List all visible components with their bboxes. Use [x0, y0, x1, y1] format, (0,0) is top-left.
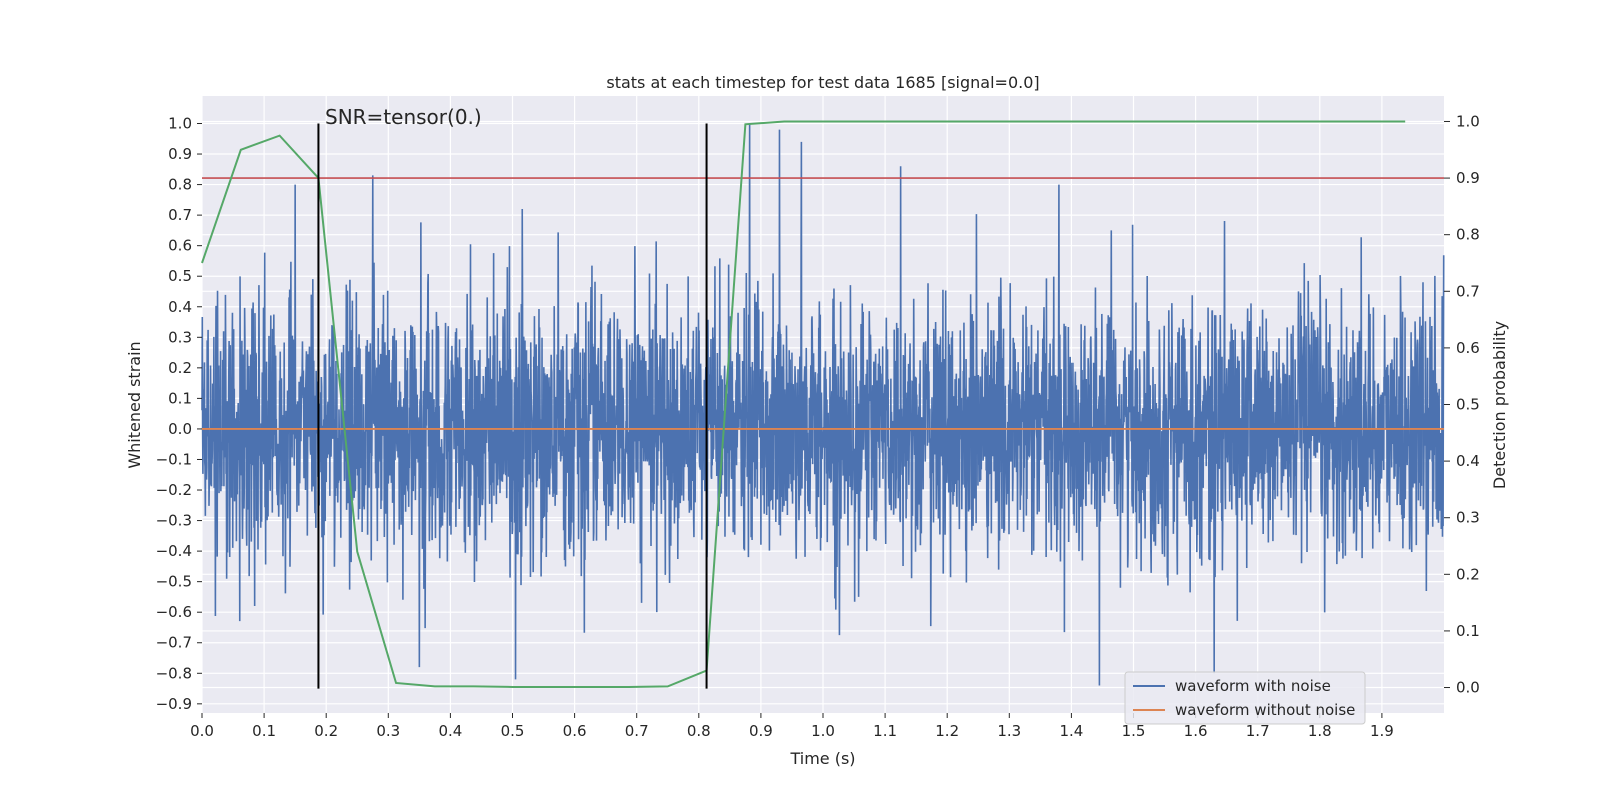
y-tick-label: −0.7 — [156, 634, 192, 652]
x-tick-label: 1.9 — [1370, 722, 1394, 740]
y-tick-label: 0.2 — [168, 359, 192, 377]
y-tick-label: 0.7 — [168, 206, 192, 224]
x-tick-label: 1.5 — [1122, 722, 1146, 740]
plot-lines — [201, 120, 1445, 689]
y-tick-label: 0.3 — [168, 328, 192, 346]
y2-tick-label: 0.1 — [1456, 622, 1480, 640]
series-waveform-with-noise — [201, 123, 1445, 686]
x-tick-label: 1.3 — [997, 722, 1021, 740]
y-axis-ticks: −0.9 −0.8 −0.7 −0.6 −0.5 −0.4 −0.3 −0.2 −0.1 0.0 0… — [156, 114, 202, 713]
y-tick-label: 0.9 — [168, 145, 192, 163]
y-tick-label: −0.3 — [156, 512, 192, 530]
snr-annotation: SNR=tensor(0.) — [325, 105, 482, 129]
x-tick-label: 0.1 — [252, 722, 276, 740]
x-tick-label: 0.5 — [501, 722, 525, 740]
y-tick-label: −0.6 — [156, 603, 192, 621]
y2-tick-label: 0.4 — [1456, 452, 1480, 470]
y-axis-label: Whitened strain — [125, 341, 144, 468]
x-tick-label: 0.9 — [749, 722, 773, 740]
y2-tick-label: 0.6 — [1456, 339, 1480, 357]
y2-tick-label: 0.5 — [1456, 396, 1480, 414]
y-tick-label: −0.8 — [156, 664, 192, 682]
x-tick-label: 0.6 — [563, 722, 587, 740]
y2-tick-label: 0.2 — [1456, 565, 1480, 583]
y2-axis-label: Detection probability — [1490, 321, 1509, 489]
series-detection-probability — [201, 120, 1406, 688]
x-tick-label: 0.3 — [376, 722, 400, 740]
x-tick-label: 0.7 — [625, 722, 649, 740]
x-tick-label: 1.7 — [1246, 722, 1270, 740]
y-tick-label: 0.4 — [168, 298, 192, 316]
x-tick-label: 1.2 — [935, 722, 959, 740]
x-tick-label: 0.2 — [314, 722, 338, 740]
y-tick-label: −0.5 — [156, 573, 192, 591]
x-tick-label: 0.0 — [190, 722, 214, 740]
y2-tick-label: 0.7 — [1456, 282, 1480, 300]
legend-label-noise: waveform with noise — [1175, 677, 1331, 695]
y2-tick-label: 0.3 — [1456, 509, 1480, 527]
legend: waveform with noise waveform without noi… — [1124, 671, 1366, 725]
x-tick-label: 1.8 — [1308, 722, 1332, 740]
x-tick-label: 1.0 — [811, 722, 835, 740]
y2-tick-label: 0.8 — [1456, 226, 1480, 244]
y-tick-label: 0.6 — [168, 237, 192, 255]
y-tick-label: 1.0 — [168, 114, 192, 132]
y-tick-label: 0.5 — [168, 267, 192, 285]
x-axis-ticks: 0.0 0.1 0.2 0.3 0.4 0.5 0.6 0.7 0.8 0.9 1.0 1.1 1.2 1… — [190, 713, 1394, 740]
y-tick-label: −0.2 — [156, 481, 192, 499]
x-axis-label: Time (s) — [789, 749, 855, 768]
y-tick-label: 0.1 — [168, 389, 192, 407]
y2-axis-ticks: 0.0 0.1 0.2 0.3 0.4 0.5 0.6 0.7 0.8 0.9 1.0 — [1444, 112, 1480, 697]
legend-box — [1124, 671, 1366, 725]
y-tick-label: 0.8 — [168, 176, 192, 194]
y2-tick-label: 0.9 — [1456, 169, 1480, 187]
x-tick-label: 0.4 — [438, 722, 462, 740]
x-tick-label: 1.4 — [1059, 722, 1083, 740]
x-tick-label: 0.8 — [687, 722, 711, 740]
x-tick-label: 1.1 — [873, 722, 897, 740]
legend-label-clean: waveform without noise — [1175, 701, 1355, 719]
chart-title: stats at each timestep for test data 168… — [606, 73, 1039, 92]
y-tick-label: −0.1 — [156, 450, 192, 468]
y2-tick-label: 0.0 — [1456, 679, 1480, 697]
x-tick-label: 1.6 — [1184, 722, 1208, 740]
y-tick-label: −0.9 — [156, 695, 192, 713]
y-tick-label: −0.4 — [156, 542, 192, 560]
y-tick-label: 0.0 — [168, 420, 192, 438]
y2-tick-label: 1.0 — [1456, 112, 1480, 130]
